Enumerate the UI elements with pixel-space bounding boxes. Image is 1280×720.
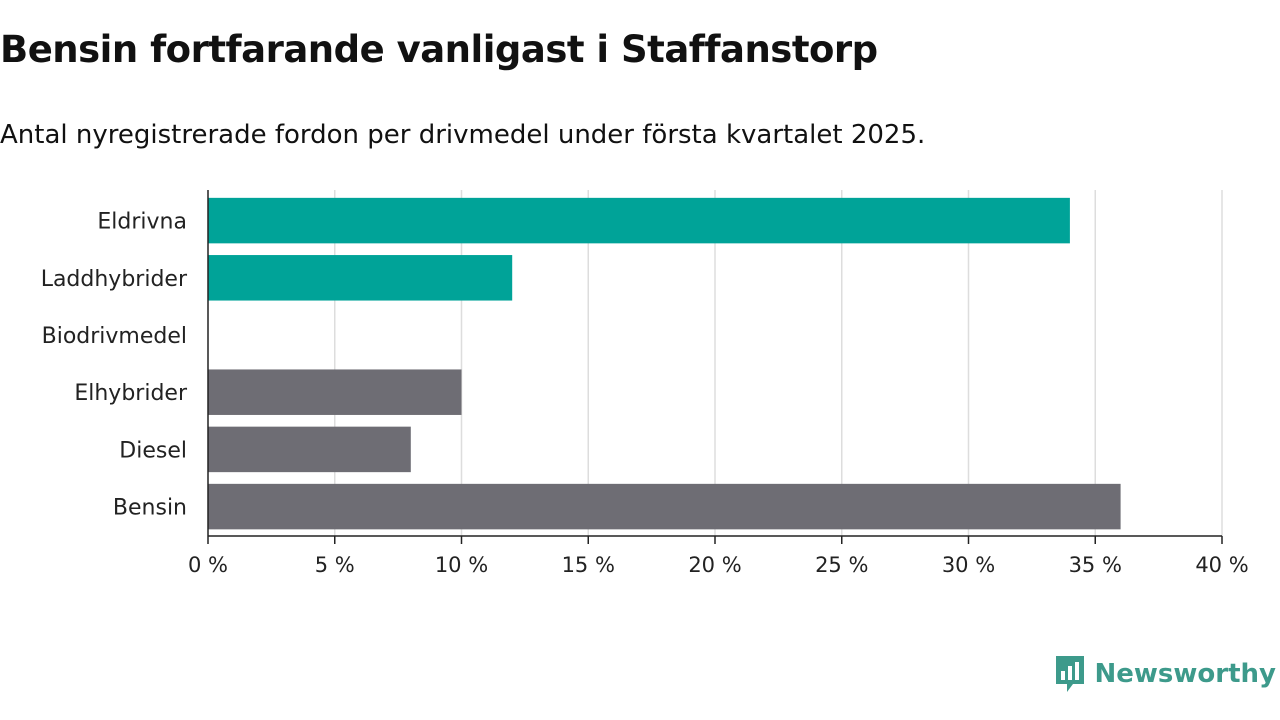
newsworthy-logo-icon <box>1055 656 1084 692</box>
bar <box>208 483 1121 530</box>
category-label: Laddhybrider <box>41 267 188 292</box>
x-tick-label: 40 % <box>1195 553 1248 577</box>
bars <box>208 197 1121 530</box>
category-label: Eldrivna <box>97 210 187 235</box>
category-label: Elhybrider <box>74 381 188 406</box>
bar <box>208 426 411 473</box>
brand-name: Newsworthy <box>1094 659 1276 689</box>
x-tick-label: 35 % <box>1069 553 1122 577</box>
x-tick-label: 5 % <box>315 553 355 577</box>
grid-lines <box>334 190 1223 536</box>
x-tick-label: 20 % <box>688 553 741 577</box>
category-label: Biodrivmedel <box>42 324 187 349</box>
x-tick-label: 0 % <box>188 553 228 577</box>
bar <box>208 197 1070 244</box>
chart-title: Bensin fortfarande vanligast i Staffanst… <box>0 28 878 71</box>
chart-subtitle: Antal nyregistrerade fordon per drivmede… <box>0 120 926 150</box>
x-tick-label: 30 % <box>942 553 995 577</box>
newsworthy-brand: Newsworthy <box>1053 654 1276 694</box>
x-tick-label: 25 % <box>815 553 868 577</box>
category-labels: Eldrivna Laddhybrider Biodrivmedel Elhybrid… <box>41 210 188 521</box>
category-label: Bensin <box>113 496 187 521</box>
bar <box>208 369 462 415</box>
x-tick-label: 15 % <box>562 553 615 577</box>
x-axis: 0 % 5 % 10 % 15 % 20 % 25 % 30 % 35 % 40 % <box>188 190 1249 577</box>
category-label: Diesel <box>119 438 187 463</box>
bar <box>208 255 513 301</box>
x-tick-label: 10 % <box>435 553 488 577</box>
